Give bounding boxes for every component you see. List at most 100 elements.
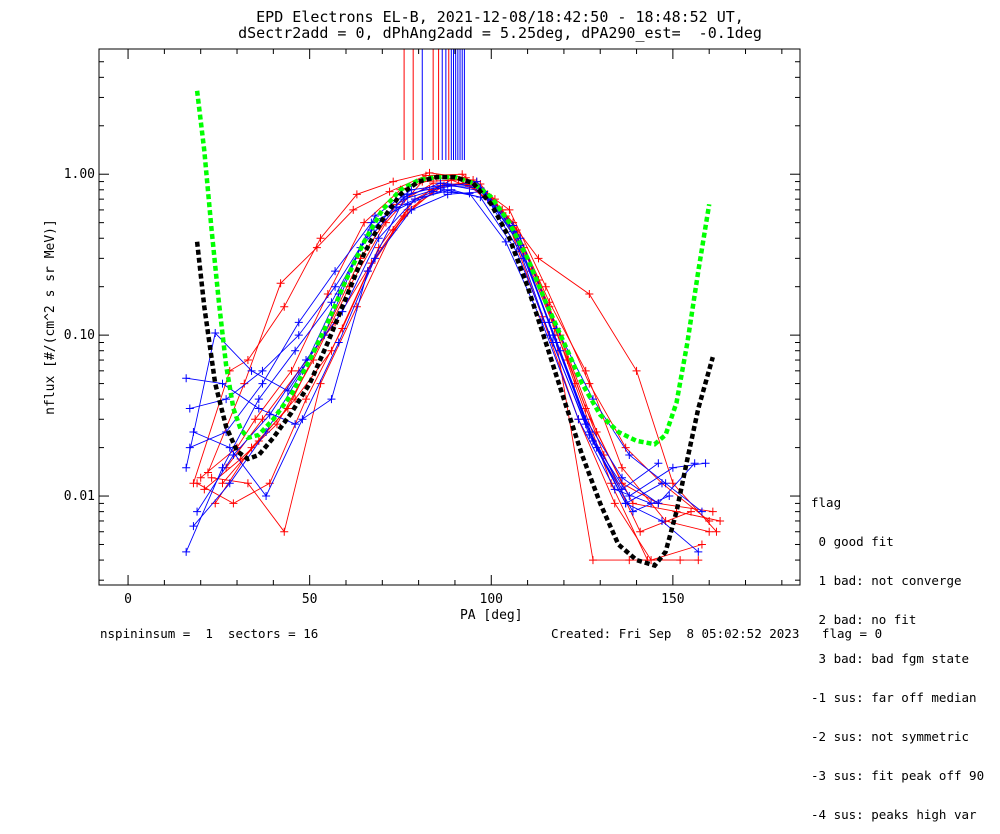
red-data-point (697, 540, 706, 549)
red-data-point (254, 436, 263, 445)
blue-data-point (294, 318, 303, 327)
blue-data-point (294, 331, 303, 340)
red-data-point (541, 282, 550, 291)
red-data-point (247, 443, 256, 452)
blue-data-point (392, 203, 401, 212)
blue-series-line (193, 184, 706, 527)
red-data-point (218, 479, 227, 488)
blue-data-point (694, 547, 703, 556)
blue-series-line (193, 191, 703, 512)
blue-data-point (331, 267, 340, 276)
blue-data-point (374, 234, 383, 243)
blue-data-point (225, 443, 234, 452)
blue-data-point (697, 507, 706, 516)
red-data-point (708, 507, 717, 516)
blue-data-point (657, 516, 666, 525)
blue-data-point (429, 187, 438, 196)
blue-data-point (254, 395, 263, 404)
blue-data-point (298, 415, 307, 424)
legend-item: 1 bad: not converge (811, 573, 962, 588)
blue-data-point (701, 459, 710, 468)
red-data-point (716, 516, 725, 525)
red-data-point (203, 468, 212, 477)
x-tick-label: 100 (480, 592, 503, 607)
blue-data-point (331, 282, 340, 291)
red-data-point (243, 479, 252, 488)
red-data-point (588, 556, 597, 565)
blue-data-point (574, 415, 583, 424)
legend-item: -3 sus: fit peak off 90 (811, 768, 985, 783)
blue-data-point (618, 473, 627, 482)
red-data-point (585, 290, 594, 299)
red-data-point (207, 473, 216, 482)
y-tick-label: 0.01 (64, 489, 95, 504)
red-data-point (196, 473, 205, 482)
blue-data-point (621, 499, 630, 508)
blue-data-point (291, 420, 300, 429)
red-data-point (621, 443, 630, 452)
chart-plot: 0 50 100 150 0.01 0.10 1.00 PA [deg] nflux [#/(c… (43, 48, 801, 623)
blue-data-point (182, 547, 191, 556)
black-fit-curve (194, 174, 715, 569)
blue-series-line (185, 191, 652, 504)
red-data-point (193, 479, 202, 488)
chart-title: EPD Electrons EL-B, 2021-12-08/18:42:50 … (256, 8, 744, 26)
legend-item: -4 sus: peaks high var (811, 807, 977, 822)
red-data-point (705, 527, 714, 536)
red-data-point (712, 527, 721, 536)
red-data-point (676, 556, 685, 565)
blue-series-line (185, 182, 659, 552)
red-data-point (618, 463, 627, 472)
blue-data-point (556, 346, 565, 355)
y-axis-label: nflux [#/(cm^2 s sr MeV)] (43, 219, 58, 415)
y-tick-label: 0.10 (64, 328, 95, 343)
blue-data-point (189, 522, 198, 531)
blue-data-point (668, 463, 677, 472)
blue-data-point (628, 507, 637, 516)
legend-title: flag (811, 495, 842, 510)
red-data-point (280, 527, 289, 536)
red-data-point (581, 366, 590, 375)
blue-data-point (465, 189, 474, 198)
blue-series-line (186, 181, 696, 504)
red-series-line (192, 172, 710, 522)
red-data-point (632, 366, 641, 375)
blue-data-point (327, 395, 336, 404)
chart-subtitle: dSectr2add = 0, dPhAng2add = 5.25deg, dP… (238, 24, 762, 42)
blue-data-point (258, 379, 267, 388)
blue-data-point (258, 366, 267, 375)
red-data-point (625, 556, 634, 565)
blue-data-point (443, 190, 452, 199)
legend-item: -2 sus: not symmetric (811, 729, 970, 744)
red-series-line (200, 177, 713, 513)
blue-data-point (363, 267, 372, 276)
blue-data-point (222, 395, 231, 404)
x-axis-label: PA [deg] (460, 608, 523, 623)
blue-data-point (657, 479, 666, 488)
red-data-point (302, 395, 311, 404)
red-data-point (360, 218, 369, 227)
red-data-point (421, 171, 430, 180)
red-data-point (505, 205, 514, 214)
red-series-line (196, 179, 721, 522)
blue-data-point (218, 379, 227, 388)
blue-data-point (334, 338, 343, 347)
blue-data-point (443, 180, 452, 189)
red-data-point (610, 499, 619, 508)
x-tick-label: 150 (661, 592, 684, 607)
plot-frame (98, 48, 801, 586)
blue-data-point (247, 366, 256, 375)
red-data-point (276, 279, 285, 288)
y-tick-label: 1.00 (64, 167, 95, 182)
blue-data-point (610, 485, 619, 494)
blue-data-point (647, 499, 656, 508)
red-data-point (316, 234, 325, 243)
blue-data-point (182, 374, 191, 383)
blue-data-point (654, 459, 663, 468)
blue-data-point (182, 463, 191, 472)
blue-data-point (327, 298, 336, 307)
legend-item: -1 sus: far off median (811, 690, 977, 705)
blue-data-point (254, 404, 263, 413)
blue-data-point (371, 254, 380, 263)
blue-data-point (690, 459, 699, 468)
